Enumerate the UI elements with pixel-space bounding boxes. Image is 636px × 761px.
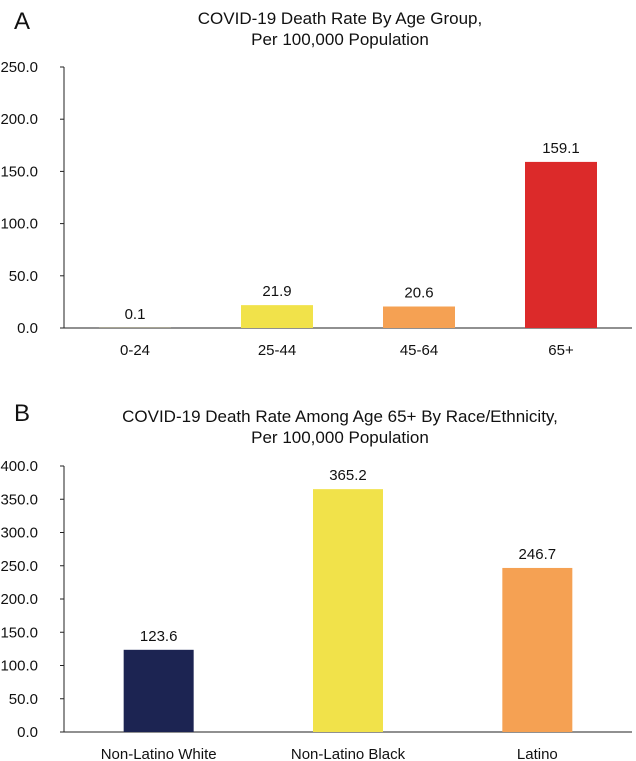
bar [502, 567, 573, 732]
y-tick-label: 150.0 [0, 163, 38, 180]
x-tick-label: 0-24 [120, 342, 150, 359]
bar-value-label: 123.6 [140, 628, 178, 645]
y-tick-label: 50.0 [9, 691, 38, 708]
y-tick-label: 250.0 [0, 59, 38, 76]
bar [241, 305, 313, 328]
bar-value-label: 365.2 [329, 467, 367, 484]
chart-title: COVID-19 Death Rate Among Age 65+ By Rac… [60, 406, 620, 448]
x-tick-label: 25-44 [258, 342, 296, 359]
panel-label: B [14, 400, 31, 427]
bar-value-label: 0.1 [125, 306, 146, 323]
chart-title-line: COVID-19 Death Rate By Age Group, [197, 9, 483, 28]
bar-value-label: 246.7 [519, 546, 557, 563]
x-tick-label: 45-64 [400, 342, 438, 359]
y-tick-label: 250.0 [0, 558, 38, 575]
x-tick-label: Non-Latino White [101, 746, 217, 761]
bar-value-label: 159.1 [542, 140, 580, 157]
panel-label: A [14, 8, 31, 35]
y-tick-label: 100.0 [0, 658, 38, 675]
x-tick-label: Non-Latino Black [291, 746, 406, 761]
y-tick-label: 350.0 [0, 491, 38, 508]
bar-chart-age-groups: 0.0 50.0 100.0 150.0 200.0 250.0 0.1 0-24 21.9 25… [0, 59, 632, 359]
chart-title-line: COVID-19 Death Rate Among Age 65+ By Rac… [122, 407, 558, 426]
chart-title-line: Per 100,000 Population [251, 428, 429, 447]
chart-panel-a: A COVID-19 Death Rate By Age Group, Per … [0, 0, 636, 370]
chart-title-line: Per 100,000 Population [251, 30, 429, 49]
y-tick-label: 200.0 [0, 591, 38, 608]
y-tick-label: 0.0 [17, 320, 38, 337]
bar-value-label: 21.9 [262, 283, 291, 300]
y-tick-label: 100.0 [0, 216, 38, 233]
y-tick-label: 200.0 [0, 111, 38, 128]
bar-value-label: 20.6 [404, 284, 433, 301]
bar [313, 489, 383, 732]
chart-title: COVID-19 Death Rate By Age Group, Per 10… [60, 8, 620, 50]
y-tick-label: 0.0 [17, 724, 38, 741]
y-tick-label: 300.0 [0, 525, 38, 542]
x-tick-label: 65+ [548, 342, 574, 359]
chart-panel-b: B COVID-19 Death Rate Among Age 65+ By R… [0, 390, 636, 761]
bar [383, 306, 455, 328]
bar [525, 161, 597, 328]
y-tick-label: 400.0 [0, 458, 38, 475]
bar [123, 649, 194, 732]
bar-chart-race-ethnicity: 0.0 50.0 100.0 150.0 200.0 250.0 300.0 350.0 400… [0, 458, 632, 761]
y-tick-label: 50.0 [9, 268, 38, 285]
x-tick-label: Latino [517, 746, 558, 761]
y-tick-label: 150.0 [0, 624, 38, 641]
